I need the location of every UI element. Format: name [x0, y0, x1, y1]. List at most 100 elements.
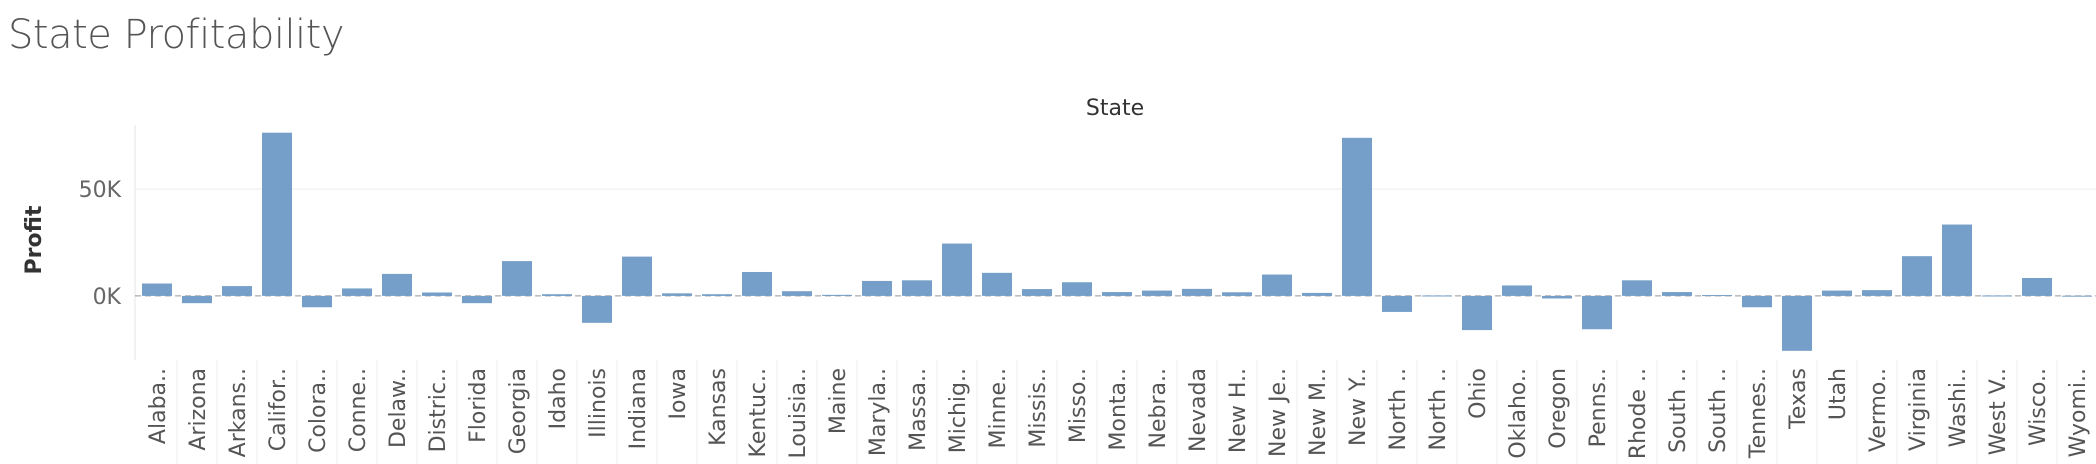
x-tick-label: Louisia..	[786, 368, 811, 458]
bar[interactable]	[1182, 288, 1212, 296]
x-tick-label: Kansas	[706, 368, 731, 446]
page-title: State Profitability	[8, 12, 345, 58]
bar[interactable]	[1662, 292, 1692, 296]
bar[interactable]	[1302, 292, 1332, 296]
x-tick-label: Virginia	[1906, 368, 1931, 451]
bar[interactable]	[1422, 295, 1452, 297]
x-tick-label: Arkans..	[226, 368, 251, 457]
bar[interactable]	[2062, 295, 2092, 297]
bar[interactable]	[1862, 290, 1892, 296]
x-tick-label: Iowa	[666, 368, 691, 419]
x-tick-label: Delaw..	[386, 368, 411, 448]
bar[interactable]	[1702, 295, 1732, 297]
bar[interactable]	[862, 280, 892, 296]
x-tick-label: Oregon	[1546, 368, 1571, 449]
x-tick-label: Penns..	[1586, 368, 1611, 447]
x-tick-label: Conne..	[346, 368, 371, 452]
bar[interactable]	[142, 283, 172, 296]
x-tick-label: South ..	[1666, 368, 1691, 453]
x-tick-label: Alaba..	[146, 368, 171, 444]
x-tick-label: Rhode ..	[1626, 368, 1651, 459]
bar[interactable]	[1102, 292, 1132, 296]
bar[interactable]	[1822, 290, 1852, 296]
x-labels-layer: Alaba.. Arizona Arkans.. Califor.. Colora.. C…	[146, 368, 2091, 459]
bar[interactable]	[342, 288, 372, 296]
bar[interactable]	[1342, 137, 1372, 296]
y-ticks-layer: 0K 50K	[79, 178, 122, 310]
bar[interactable]	[462, 295, 492, 304]
x-tick-label: Utah	[1826, 368, 1851, 420]
x-tick-label: Massa..	[906, 368, 931, 451]
x-tick-label: Monta..	[1106, 368, 1131, 450]
bar[interactable]	[542, 294, 572, 296]
bar[interactable]	[1582, 295, 1612, 330]
bar[interactable]	[1622, 280, 1652, 296]
x-tick-label: Ohio	[1466, 368, 1491, 419]
x-tick-label: Missis..	[1026, 368, 1051, 448]
bar[interactable]	[1462, 295, 1492, 331]
bar[interactable]	[302, 295, 332, 308]
bar[interactable]	[1142, 290, 1172, 296]
bar[interactable]	[822, 294, 852, 296]
bar[interactable]	[1542, 295, 1572, 299]
bar[interactable]	[582, 295, 612, 323]
column-header: State	[1086, 96, 1144, 121]
x-tick-label: Misso..	[1066, 368, 1091, 443]
x-tick-label: Washi..	[1946, 368, 1971, 447]
y-tick-label: 0K	[93, 285, 122, 310]
x-tick-label: West V..	[1986, 368, 2011, 455]
x-tick-label: Illinois	[586, 368, 611, 438]
bar[interactable]	[182, 295, 212, 304]
bar[interactable]	[942, 243, 972, 296]
x-tick-label: Texas	[1786, 368, 1811, 430]
y-tick-label: 50K	[79, 178, 122, 203]
bar[interactable]	[222, 286, 252, 296]
bar[interactable]	[902, 280, 932, 296]
x-tick-label: Georgia	[506, 368, 531, 454]
x-tick-label: Indiana	[626, 368, 651, 449]
bar[interactable]	[702, 294, 732, 296]
bar[interactable]	[622, 256, 652, 296]
bar[interactable]	[382, 273, 412, 296]
bar[interactable]	[1022, 289, 1052, 296]
bar[interactable]	[422, 292, 452, 296]
bar[interactable]	[662, 293, 692, 296]
x-tick-label: Nebra..	[1146, 368, 1171, 448]
bar[interactable]	[1982, 295, 2012, 297]
bar[interactable]	[502, 261, 532, 296]
x-tick-label: Vermo..	[1866, 368, 1891, 452]
x-tick-label: Nevada	[1186, 368, 1211, 452]
y-axis-title: Profit	[22, 205, 47, 274]
bars-layer	[142, 132, 2092, 351]
bar[interactable]	[1942, 224, 1972, 296]
x-tick-label: Kentuc..	[746, 368, 771, 457]
x-tick-label: Califor..	[266, 368, 291, 451]
x-tick-label: Wisco..	[2026, 368, 2051, 446]
bar[interactable]	[1902, 256, 1932, 296]
bar[interactable]	[1382, 295, 1412, 312]
bar[interactable]	[1262, 274, 1292, 296]
x-tick-label: Colora..	[306, 368, 331, 453]
bar[interactable]	[262, 132, 292, 296]
bar[interactable]	[782, 291, 812, 296]
bar[interactable]	[2022, 277, 2052, 296]
x-tick-label: Arizona	[186, 368, 211, 451]
x-tick-label: Maine	[826, 368, 851, 434]
bar[interactable]	[1782, 295, 1812, 351]
x-tick-label: New M..	[1306, 368, 1331, 456]
x-tick-label: New Je..	[1266, 368, 1291, 457]
bar[interactable]	[982, 272, 1012, 296]
x-tick-label: Idaho	[546, 368, 571, 429]
x-tick-label: North ..	[1386, 368, 1411, 451]
x-tick-label: North ..	[1426, 368, 1451, 451]
bar[interactable]	[1502, 285, 1532, 296]
x-tick-label: New H..	[1226, 368, 1251, 453]
x-tick-label: Tennes..	[1746, 368, 1771, 459]
x-tick-label: Minne..	[986, 368, 1011, 449]
bar[interactable]	[1742, 295, 1772, 308]
x-tick-label: Distric..	[426, 368, 451, 452]
bar[interactable]	[742, 271, 772, 296]
bar[interactable]	[1222, 292, 1252, 296]
bar[interactable]	[1062, 282, 1092, 296]
